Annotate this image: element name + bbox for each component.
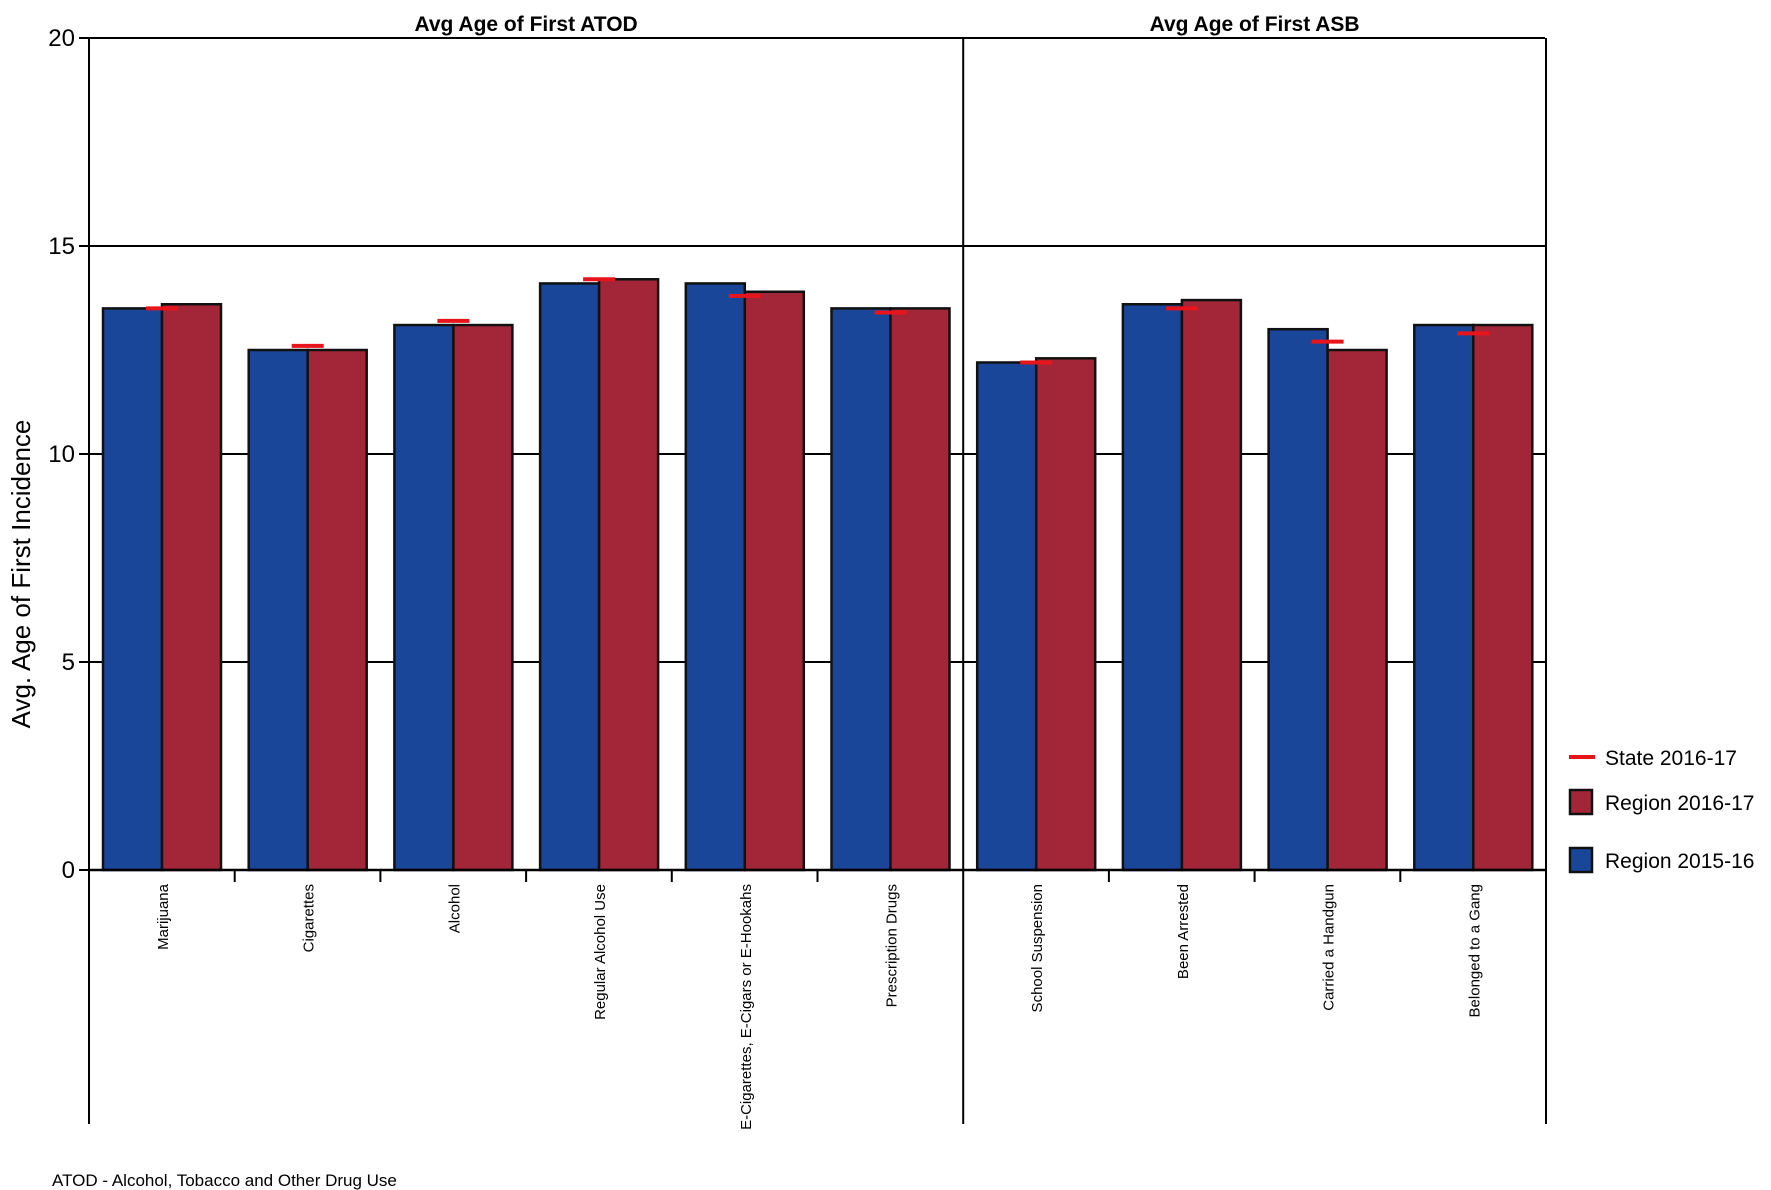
category-label: Cigarettes (301, 884, 318, 952)
bar-region-2015-16 (1413, 323, 1475, 872)
bar-region-2016-17 (1034, 357, 1097, 872)
bar-region-2015-16 (247, 348, 309, 872)
bar-region-2016-17 (452, 323, 514, 872)
category-label: Alcohol (446, 884, 463, 933)
legend: State 2016-17 Region 2016-17 Region 2015-1… (1568, 747, 1754, 874)
y-tick-label: 5 (62, 649, 75, 676)
category-label: Marijuana (155, 883, 172, 950)
axes (79, 37, 1547, 1124)
legend-swatch (1568, 788, 1594, 816)
y-axis-label: Avg. Age of First Incidence (6, 420, 36, 729)
bar-region-2015-16 (684, 282, 747, 872)
bar-region-2015-16 (1267, 327, 1329, 872)
category-label: Carried a Handgun (1321, 884, 1338, 1011)
category-label: E-Cigarettes, E-Cigars or E-Hookahs (738, 884, 755, 1130)
category-label: Been Arrested (1175, 884, 1192, 979)
legend-label: State 2016-17 (1605, 747, 1737, 770)
y-tick-label: 15 (48, 233, 75, 260)
legend-swatch (1568, 846, 1594, 874)
legend-label: Region 2016-17 (1605, 792, 1754, 815)
bar-region-2016-17 (1326, 348, 1388, 872)
category-label: Prescription Drugs (884, 884, 901, 1007)
bar-region-2015-16 (101, 307, 164, 872)
legend-label: Region 2015-16 (1605, 850, 1754, 873)
labels: 0 5 10 15 20 Avg Age of First ATOD Marijuana Ci… (48, 13, 1483, 1130)
category-label: Belonged to a Gang (1466, 884, 1483, 1017)
y-tick-label: 0 (62, 857, 75, 884)
bar-region-2016-17 (889, 307, 951, 872)
bars (101, 278, 1534, 872)
bar-region-2016-17 (1180, 298, 1243, 872)
y-tick-label: 20 (48, 25, 75, 52)
bar-region-2015-16 (538, 282, 601, 872)
bar-region-2016-17 (306, 348, 368, 872)
bar-region-2016-17 (597, 278, 660, 872)
y-tick-label: 10 (48, 441, 75, 468)
facet-title: Avg Age of First ATOD (414, 13, 637, 36)
bar-region-2016-17 (160, 302, 223, 872)
category-label: Regular Alcohol Use (592, 884, 609, 1020)
bar-region-2015-16 (975, 361, 1038, 872)
category-label: School Suspension (1029, 884, 1046, 1012)
state-markers (146, 277, 1490, 365)
bar-region-2016-17 (743, 290, 806, 872)
bar-region-2015-16 (393, 323, 455, 872)
bar-region-2015-16 (830, 307, 892, 872)
footnote: ATOD - Alcohol, Tobacco and Other Drug U… (52, 1171, 397, 1190)
bar-region-2015-16 (1121, 302, 1184, 872)
facet-title: Avg Age of First ASB (1150, 13, 1360, 36)
bar-region-2016-17 (1472, 323, 1534, 872)
